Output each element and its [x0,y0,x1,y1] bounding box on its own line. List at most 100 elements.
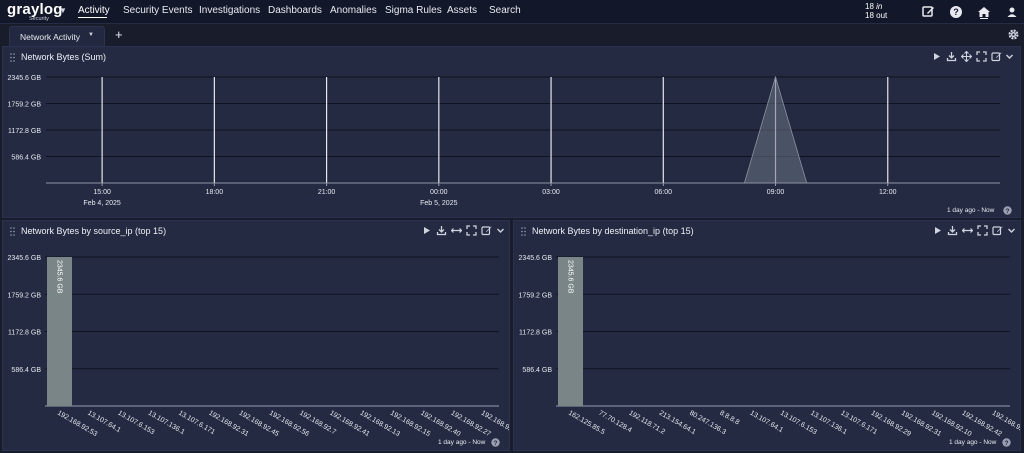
x-tick-date-label: Feb 5, 2025 [420,200,457,207]
bar-data-label: 2345.6 GB [56,260,63,294]
home-icon[interactable] [975,3,993,21]
x-tick-label: 13.107.64.1 [749,410,785,435]
widget-toolbar [421,225,506,237]
download-icon[interactable] [436,225,447,236]
network-bytes-sum-chart[interactable]: 586.4 GB 1172.8 GB 1759.2 GB 2345.6 GB 15:00… [3,67,1020,207]
y-tick-label: 586.4 GB [11,155,41,162]
widget-toolbar [931,51,1013,63]
play-icon[interactable] [931,51,942,62]
edit-icon[interactable] [481,225,492,236]
x-tick-label: 18:00 [206,189,224,196]
nav-search[interactable]: Search [489,5,521,16]
download-icon[interactable] [947,225,958,236]
brand-name: graylog [7,1,63,18]
widget-title: Network Bytes by destination_ip (top 15) [532,226,694,236]
drag-handle-icon[interactable] [10,53,16,62]
drag-handle-icon[interactable] [521,227,527,236]
chevron-down-icon[interactable]: ▼ [59,6,67,15]
throughput-in-label: in [876,2,883,11]
svg-text:?: ? [1006,208,1010,215]
x-tick-label: 15:00 [93,189,111,196]
timerange-label: 1 day ago - Now [947,207,995,214]
expand-width-icon[interactable] [962,225,973,236]
y-tick-label: 1759.2 GB [519,292,553,299]
chevron-down-icon[interactable]: ▼ [88,32,94,38]
y-tick-label: 2345.6 GB [8,75,42,82]
x-tick-label: 03:00 [542,189,560,196]
expand-width-icon[interactable] [451,225,462,236]
widget-toolbar [932,225,1017,237]
fullscreen-icon[interactable] [976,51,987,62]
dashboard-tab-bar: Network Activity ▼ + [0,24,1024,46]
chevron-down-icon[interactable] [1004,51,1015,62]
y-tick-label: 586.4 GB [11,367,41,374]
gear-icon[interactable] [1007,28,1020,41]
help-icon[interactable]: ? [1002,438,1011,447]
timerange-label: 1 day ago - Now [438,439,486,446]
widget-title: Network Bytes by source_ip (top 15) [21,226,167,236]
nav-active-indicator [78,17,107,18]
throughput-indicator[interactable]: 18 in 18 out [865,2,887,20]
throughput-out-label: out [876,11,888,20]
area-series [46,75,1000,184]
add-tab-button[interactable]: + [115,27,123,42]
svg-text:?: ? [953,7,959,17]
graylog-logo[interactable]: graylog Security [7,1,63,22]
fullscreen-icon[interactable] [466,225,477,236]
svg-text:?: ? [1005,440,1009,447]
nav-activity[interactable]: Activity [78,5,110,16]
bar-data-label: 2345.6 GB [567,260,574,294]
play-icon[interactable] [932,225,943,236]
y-tick-label: 2345.6 GB [8,255,42,262]
help-icon[interactable]: ? [947,3,965,21]
y-tick-label: 1172.8 GB [8,128,41,135]
x-tick-label: 06:00 [655,189,673,196]
x-tick-label: 21:00 [318,189,336,196]
y-tick-label: 1172.8 GB [519,330,552,337]
x-tick-label: 12:00 [879,189,897,196]
tab-network-activity[interactable]: Network Activity ▼ [9,26,105,46]
throughput-in-value: 18 [865,2,874,11]
chevron-down-icon[interactable] [495,225,506,236]
x-tick-label: 00:00 [430,189,448,196]
bar [47,257,72,406]
move-icon[interactable] [961,51,972,62]
play-icon[interactable] [421,225,432,236]
timerange-label: 1 day ago - Now [949,439,997,446]
nav-security-events[interactable]: Security Events [123,5,193,16]
widget-title: Network Bytes (Sum) [21,52,107,62]
x-tick-label: 8.8.8.8 [718,410,740,427]
nav-assets[interactable]: Assets [447,5,478,16]
y-tick-label: 2345.6 GB [519,255,553,262]
nav-anomalies[interactable]: Anomalies [330,5,377,16]
x-tick-label: 09:00 [767,189,785,196]
y-tick-label: 1759.2 GB [8,292,42,299]
edit-icon[interactable] [919,3,937,21]
network-bytes-sum-widget: Network Bytes (Sum) 586.4 GB 1172.8 GB 175… [2,46,1021,218]
top-navigation: graylog Security ▼ Activity Security Eve… [0,0,1024,24]
edit-icon[interactable] [991,51,1002,62]
drag-handle-icon[interactable] [10,227,16,236]
y-tick-label: 1759.2 GB [8,102,42,109]
chevron-down-icon[interactable] [1006,225,1017,236]
network-bytes-by-destination-ip-widget: Network Bytes by destination_ip (top 15)… [513,220,1021,451]
edit-icon[interactable] [992,225,1003,236]
network-bytes-by-destination-ip-chart[interactable]: 586.4 GB 1172.8 GB 1759.2 GB 2345.6 GB 2345.… [514,241,1020,441]
nav-investigations[interactable]: Investigations [199,5,261,16]
help-icon[interactable]: ? [491,438,500,447]
help-icon[interactable]: ? [1003,206,1012,215]
throughput-out-value: 18 [865,11,874,20]
download-icon[interactable] [946,51,957,62]
network-bytes-by-source-ip-chart[interactable]: 586.4 GB 1172.8 GB 1759.2 GB 2345.6 GB 2345.… [3,241,509,441]
nav-sigma-rules[interactable]: Sigma Rules [385,5,442,16]
nav-dashboards[interactable]: Dashboards [268,5,322,16]
brand-subtitle: Security [29,16,49,22]
tab-label: Network Activity [20,32,80,42]
bar [558,257,583,406]
y-tick-label: 1172.8 GB [8,330,41,337]
svg-text:?: ? [494,440,498,447]
network-bytes-by-source-ip-widget: Network Bytes by source_ip (top 15) 586.… [2,220,510,451]
user-icon[interactable] [1003,3,1021,21]
y-tick-label: 586.4 GB [522,367,552,374]
fullscreen-icon[interactable] [977,225,988,236]
